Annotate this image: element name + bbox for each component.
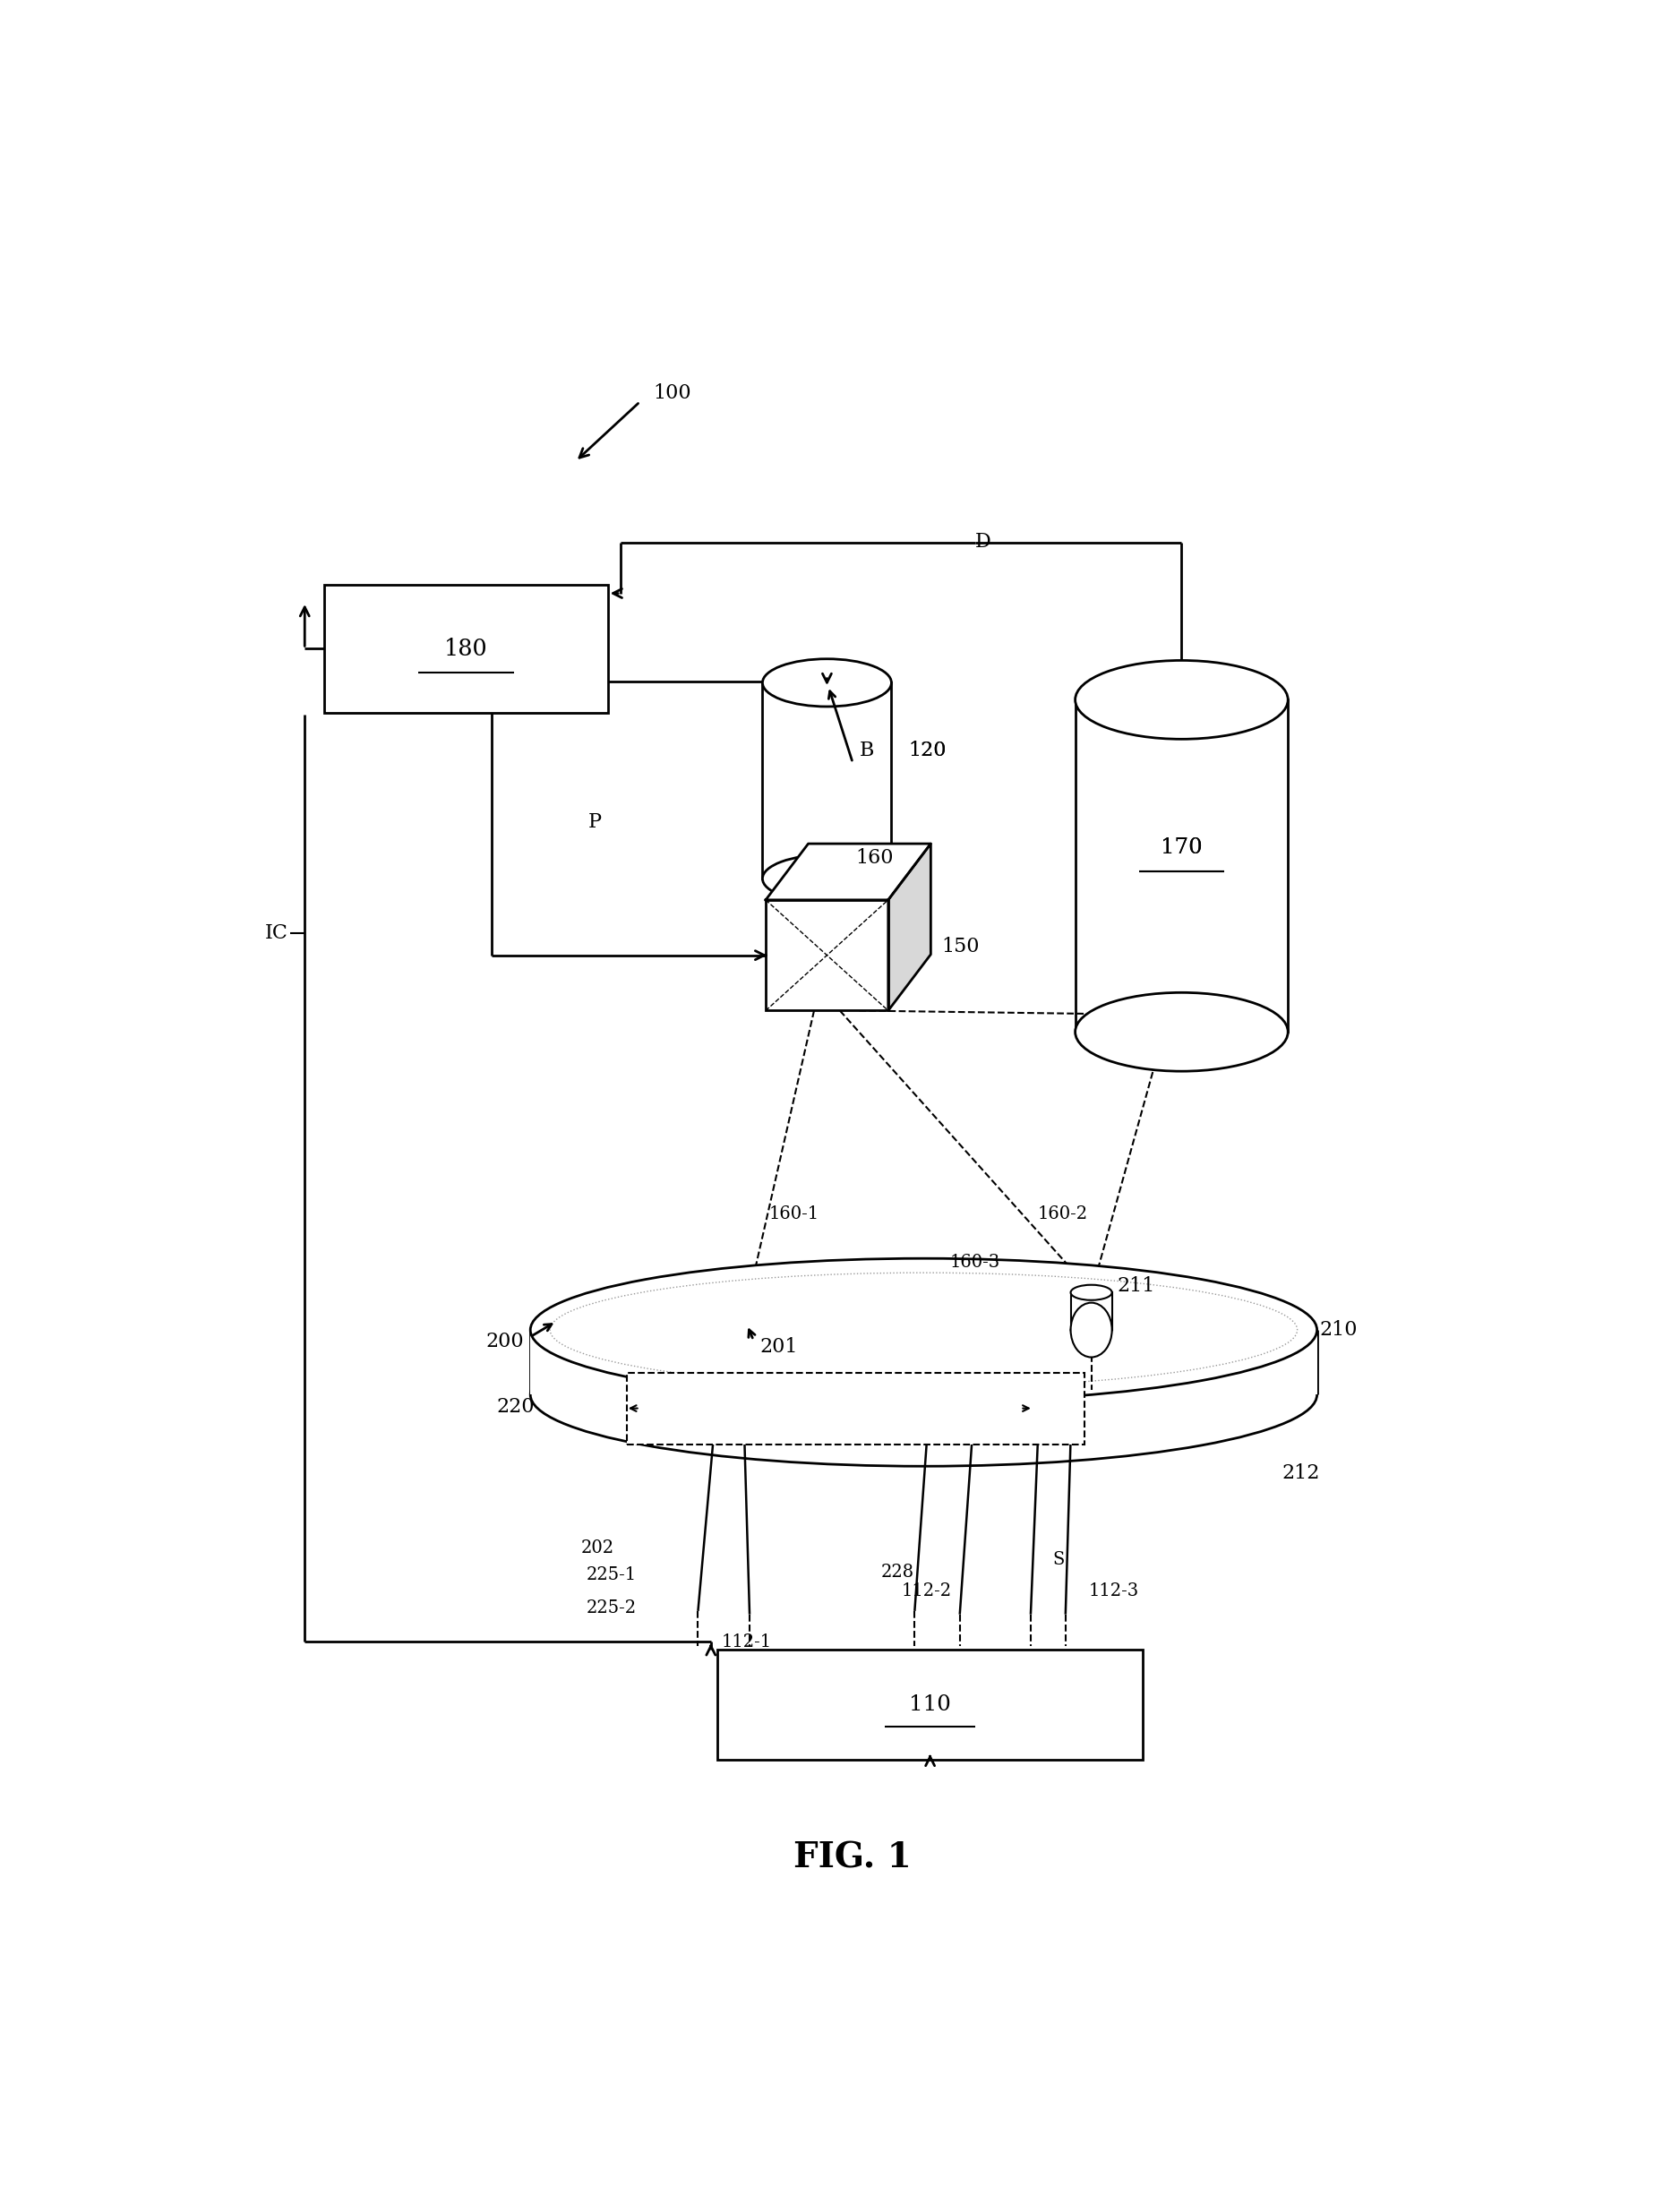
Text: 110: 110	[908, 1694, 951, 1714]
Circle shape	[1069, 1303, 1111, 1358]
Text: 228: 228	[881, 1564, 915, 1579]
Ellipse shape	[1069, 1285, 1111, 1301]
Bar	[627, 1371, 1084, 1444]
Text: 120: 120	[908, 741, 946, 761]
Text: 112-1: 112-1	[720, 1632, 772, 1650]
Bar	[765, 900, 888, 1011]
Text: FIG. 1: FIG. 1	[793, 1840, 911, 1876]
Polygon shape	[765, 843, 930, 900]
Ellipse shape	[530, 1259, 1317, 1402]
Text: 201: 201	[760, 1336, 798, 1356]
Text: 220: 220	[496, 1396, 534, 1416]
Text: 112-2: 112-2	[901, 1582, 951, 1599]
Text: 160-3: 160-3	[950, 1254, 999, 1270]
Bar	[762, 684, 891, 878]
Text: 170: 170	[1161, 838, 1202, 858]
Text: S: S	[1053, 1551, 1064, 1568]
Bar	[1069, 1292, 1111, 1329]
Text: 160-1: 160-1	[768, 1206, 818, 1223]
Text: IC: IC	[264, 922, 288, 942]
Ellipse shape	[1074, 661, 1287, 739]
Text: 225-1: 225-1	[585, 1566, 635, 1584]
Text: 160: 160	[855, 849, 893, 867]
Text: D: D	[975, 531, 991, 551]
Text: 180: 180	[444, 637, 487, 659]
Text: 170: 170	[1161, 838, 1202, 858]
Text: 160-2: 160-2	[1036, 1206, 1088, 1223]
Bar	[530, 1329, 1317, 1396]
Text: 212: 212	[1282, 1462, 1319, 1482]
Ellipse shape	[530, 1323, 1317, 1467]
Ellipse shape	[762, 659, 891, 706]
Ellipse shape	[762, 854, 891, 902]
Ellipse shape	[1074, 993, 1287, 1071]
Text: 200: 200	[486, 1332, 524, 1352]
Bar	[1074, 699, 1287, 1031]
Text: 211: 211	[1116, 1276, 1154, 1296]
Text: 225-2: 225-2	[585, 1599, 635, 1617]
Polygon shape	[888, 843, 930, 1011]
Text: 210: 210	[1319, 1321, 1357, 1340]
Text: 150: 150	[941, 938, 978, 956]
Text: 100: 100	[652, 383, 690, 403]
Ellipse shape	[1069, 1323, 1111, 1338]
Text: B: B	[858, 741, 873, 761]
Text: P: P	[589, 812, 602, 832]
Text: 120: 120	[908, 741, 946, 761]
Bar	[717, 1650, 1142, 1761]
Text: 112-3: 112-3	[1088, 1582, 1139, 1599]
Bar	[324, 584, 607, 712]
Text: 202: 202	[580, 1540, 614, 1557]
